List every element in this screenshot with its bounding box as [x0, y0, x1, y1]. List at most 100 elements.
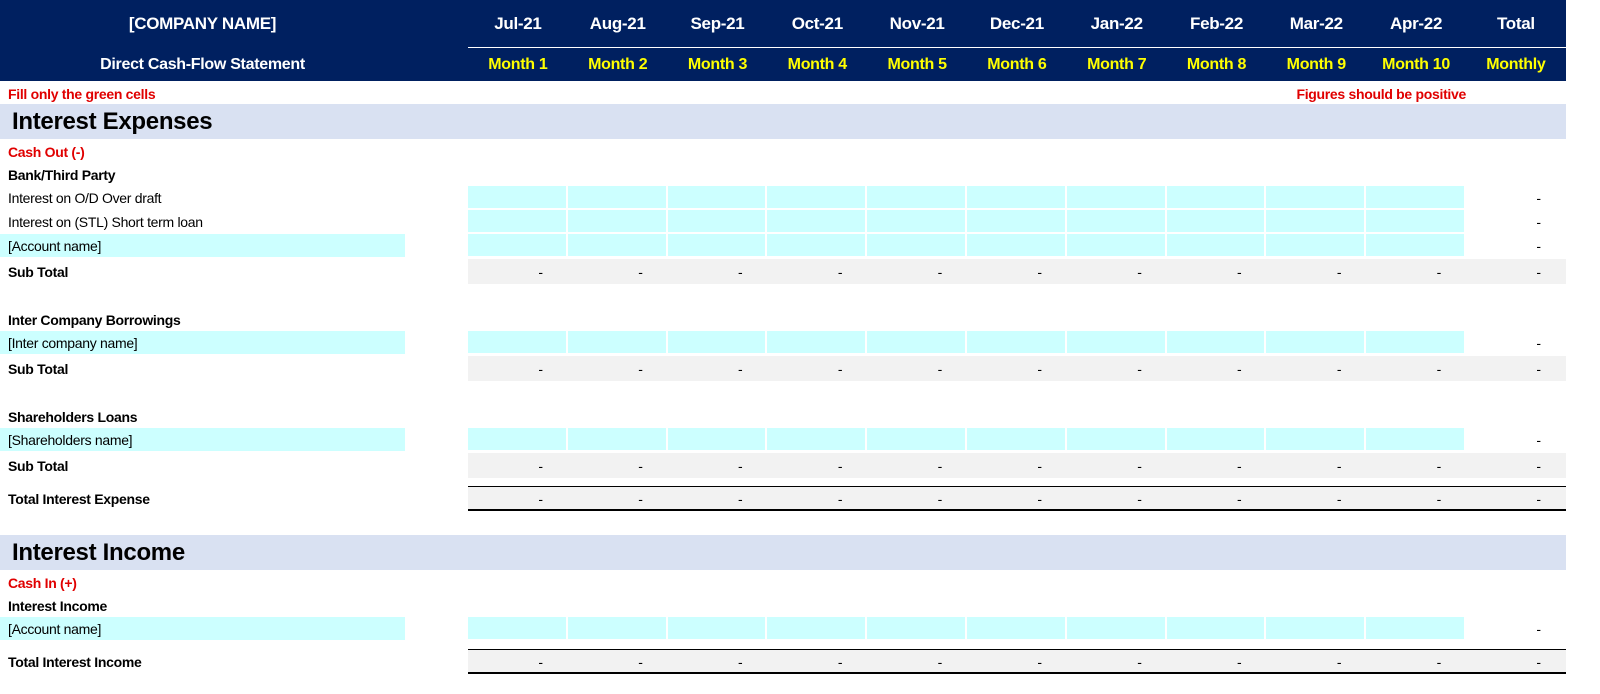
period-header: Month 6 [987, 55, 1047, 73]
cash-label: Cash In (+) [8, 575, 77, 591]
input-cell[interactable] [967, 210, 1065, 232]
total-value: - [1336, 653, 1342, 670]
row-label[interactable]: [Shareholders name] [0, 428, 405, 451]
total-value: - [937, 653, 943, 670]
input-cell[interactable] [1066, 234, 1165, 256]
input-cell[interactable] [468, 210, 566, 232]
input-cell[interactable] [1366, 234, 1464, 256]
input-cell[interactable] [967, 428, 1065, 450]
total-value: - [1536, 490, 1541, 507]
subtotal-value: - [638, 360, 643, 377]
input-cell[interactable] [967, 617, 1065, 639]
subtotal-value: - [1336, 360, 1342, 377]
subtotal-value: - [1536, 457, 1541, 474]
input-cell[interactable] [1366, 331, 1464, 353]
row-label[interactable]: [Account name] [0, 617, 405, 640]
input-cell[interactable] [1166, 428, 1265, 450]
cash-label: Cash Out (-) [8, 144, 85, 160]
month-header: Sep-21 [690, 13, 745, 33]
subtotal-value: - [538, 457, 543, 474]
input-cell[interactable] [1266, 234, 1365, 256]
subtotal-value: - [638, 263, 643, 280]
input-cell[interactable] [567, 210, 666, 232]
month-header: Feb-22 [1189, 13, 1243, 33]
input-cell[interactable] [1166, 617, 1265, 639]
input-cell[interactable] [1066, 428, 1165, 450]
input-cell[interactable] [1166, 186, 1265, 208]
input-cell[interactable] [468, 186, 566, 208]
input-cell[interactable] [767, 210, 866, 232]
input-cell[interactable] [1266, 617, 1365, 639]
group-heading: Bank/Third Party [8, 166, 116, 183]
input-cell[interactable] [867, 331, 965, 353]
input-cell[interactable] [967, 186, 1065, 208]
input-cell[interactable] [1066, 210, 1165, 232]
input-cell[interactable] [1366, 617, 1464, 639]
input-cell[interactable] [567, 617, 666, 639]
input-cell[interactable] [767, 186, 866, 208]
subtotal-value: - [738, 263, 743, 280]
total-value: - [1237, 490, 1242, 507]
header-divider [468, 47, 1566, 48]
input-cell[interactable] [567, 234, 666, 256]
input-cell[interactable] [867, 210, 965, 232]
input-cell[interactable] [667, 617, 766, 639]
input-cell[interactable] [1166, 210, 1265, 232]
period-header: Monthly [1486, 55, 1546, 73]
input-cell[interactable] [1266, 331, 1365, 353]
subtotal-value: - [1137, 263, 1142, 280]
total-label: Total Interest Income [8, 653, 142, 670]
input-cell[interactable] [967, 331, 1065, 353]
period-header: Month 10 [1382, 55, 1450, 73]
input-cell[interactable] [468, 331, 566, 353]
input-cell[interactable] [667, 210, 766, 232]
input-cell[interactable] [1066, 331, 1165, 353]
input-cell[interactable] [867, 186, 965, 208]
input-cell[interactable] [767, 617, 866, 639]
statement-title: Direct Cash-Flow Statement [100, 55, 305, 73]
input-cell[interactable] [867, 617, 965, 639]
input-cell[interactable] [667, 428, 766, 450]
input-cell[interactable] [667, 234, 766, 256]
input-cell[interactable] [567, 186, 666, 208]
input-cell[interactable] [468, 234, 566, 256]
input-cell[interactable] [767, 331, 866, 353]
input-cell[interactable] [1266, 186, 1365, 208]
input-cell[interactable] [867, 234, 965, 256]
input-cell[interactable] [567, 331, 666, 353]
input-cell[interactable] [667, 331, 766, 353]
input-cell[interactable] [867, 428, 965, 450]
input-cell[interactable] [1366, 210, 1464, 232]
input-cell[interactable] [468, 617, 566, 639]
input-cell[interactable] [767, 428, 866, 450]
input-cell[interactable] [967, 234, 1065, 256]
input-cell[interactable] [567, 428, 666, 450]
subtotal-value: - [1336, 263, 1342, 280]
input-cell[interactable] [767, 234, 866, 256]
subtotal-band [468, 356, 1566, 381]
input-cell[interactable] [468, 428, 566, 450]
row-total: - [1536, 237, 1541, 254]
subtotal-value: - [1137, 457, 1142, 474]
input-cell[interactable] [667, 186, 766, 208]
input-cell[interactable] [1266, 428, 1365, 450]
period-header: Month 3 [687, 55, 748, 73]
row-label[interactable]: [Account name] [0, 234, 405, 257]
subtotal-value: - [1336, 457, 1342, 474]
period-header: Month 4 [787, 55, 848, 73]
input-cell[interactable] [1166, 234, 1265, 256]
header-band [0, 0, 1566, 81]
row-total: - [1536, 213, 1541, 230]
subtotal-value: - [1237, 457, 1242, 474]
section-band: Interest Expenses [0, 104, 1566, 139]
total-value: - [538, 490, 543, 507]
input-cell[interactable] [1066, 617, 1165, 639]
input-cell[interactable] [1066, 186, 1165, 208]
row-label[interactable]: [Inter company name] [0, 331, 405, 354]
input-cell[interactable] [1166, 331, 1265, 353]
input-cell[interactable] [1266, 210, 1365, 232]
month-header: Jul-21 [494, 13, 542, 33]
total-value: - [1137, 653, 1142, 670]
input-cell[interactable] [1366, 186, 1464, 208]
input-cell[interactable] [1366, 428, 1464, 450]
